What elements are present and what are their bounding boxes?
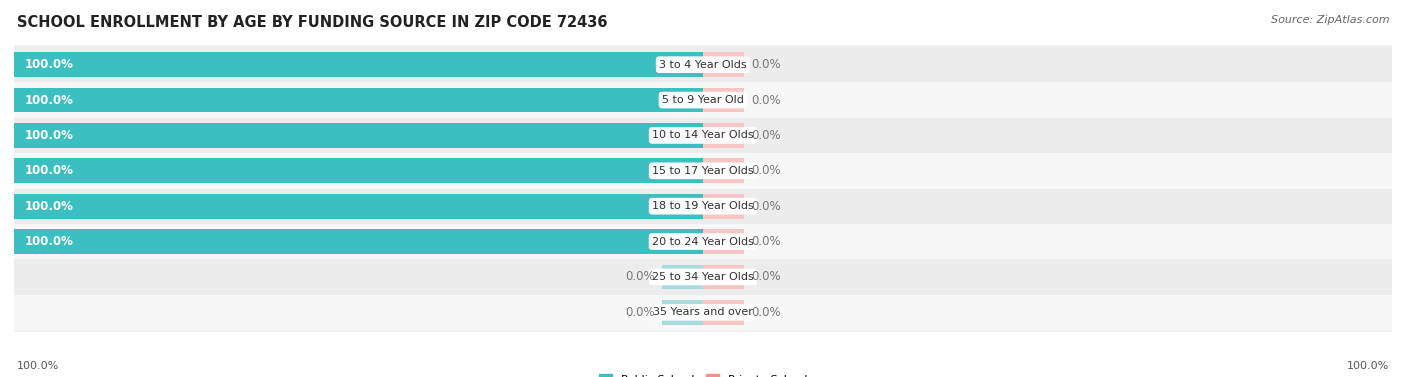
Bar xyxy=(703,52,744,77)
Bar xyxy=(703,265,744,289)
Bar xyxy=(14,83,1392,118)
Text: 35 Years and over: 35 Years and over xyxy=(652,307,754,317)
Text: 0.0%: 0.0% xyxy=(626,270,655,284)
Bar xyxy=(703,88,744,112)
Bar xyxy=(662,300,703,325)
Text: 20 to 24 Year Olds: 20 to 24 Year Olds xyxy=(652,236,754,247)
Bar xyxy=(662,265,703,289)
Bar xyxy=(14,294,1392,330)
Text: 100.0%: 100.0% xyxy=(24,129,73,142)
Text: 100.0%: 100.0% xyxy=(24,58,73,71)
Bar xyxy=(703,229,744,254)
Text: 0.0%: 0.0% xyxy=(751,58,780,71)
Text: 0.0%: 0.0% xyxy=(751,129,780,142)
Bar xyxy=(14,123,703,148)
Bar xyxy=(14,158,703,183)
Text: 0.0%: 0.0% xyxy=(751,306,780,319)
Legend: Public School, Private School: Public School, Private School xyxy=(595,370,811,377)
Bar xyxy=(14,118,1392,153)
Bar xyxy=(14,188,1392,224)
Text: 100.0%: 100.0% xyxy=(24,93,73,107)
Text: 100.0%: 100.0% xyxy=(1347,361,1389,371)
Text: 10 to 14 Year Olds: 10 to 14 Year Olds xyxy=(652,130,754,141)
Text: 100.0%: 100.0% xyxy=(17,361,59,371)
Text: 0.0%: 0.0% xyxy=(751,200,780,213)
Text: 25 to 34 Year Olds: 25 to 34 Year Olds xyxy=(652,272,754,282)
Text: 100.0%: 100.0% xyxy=(24,200,73,213)
Text: 0.0%: 0.0% xyxy=(751,93,780,107)
Bar xyxy=(703,123,744,148)
Bar xyxy=(703,158,744,183)
Text: 100.0%: 100.0% xyxy=(24,164,73,177)
Text: 15 to 17 Year Olds: 15 to 17 Year Olds xyxy=(652,166,754,176)
Bar xyxy=(14,52,703,77)
Text: 0.0%: 0.0% xyxy=(751,164,780,177)
Text: 3 to 4 Year Olds: 3 to 4 Year Olds xyxy=(659,60,747,70)
Bar xyxy=(14,224,1392,259)
Text: 0.0%: 0.0% xyxy=(751,235,780,248)
Text: 5 to 9 Year Old: 5 to 9 Year Old xyxy=(662,95,744,105)
Text: Source: ZipAtlas.com: Source: ZipAtlas.com xyxy=(1271,15,1389,25)
Bar xyxy=(14,153,1392,188)
Text: 0.0%: 0.0% xyxy=(626,306,655,319)
Text: 100.0%: 100.0% xyxy=(24,235,73,248)
Bar xyxy=(14,229,703,254)
Bar xyxy=(14,88,703,112)
Bar xyxy=(14,194,703,219)
Bar xyxy=(14,47,1392,83)
Bar xyxy=(703,194,744,219)
Bar xyxy=(14,259,1392,294)
Text: 0.0%: 0.0% xyxy=(751,270,780,284)
Text: SCHOOL ENROLLMENT BY AGE BY FUNDING SOURCE IN ZIP CODE 72436: SCHOOL ENROLLMENT BY AGE BY FUNDING SOUR… xyxy=(17,15,607,30)
Bar xyxy=(703,300,744,325)
Text: 18 to 19 Year Olds: 18 to 19 Year Olds xyxy=(652,201,754,211)
